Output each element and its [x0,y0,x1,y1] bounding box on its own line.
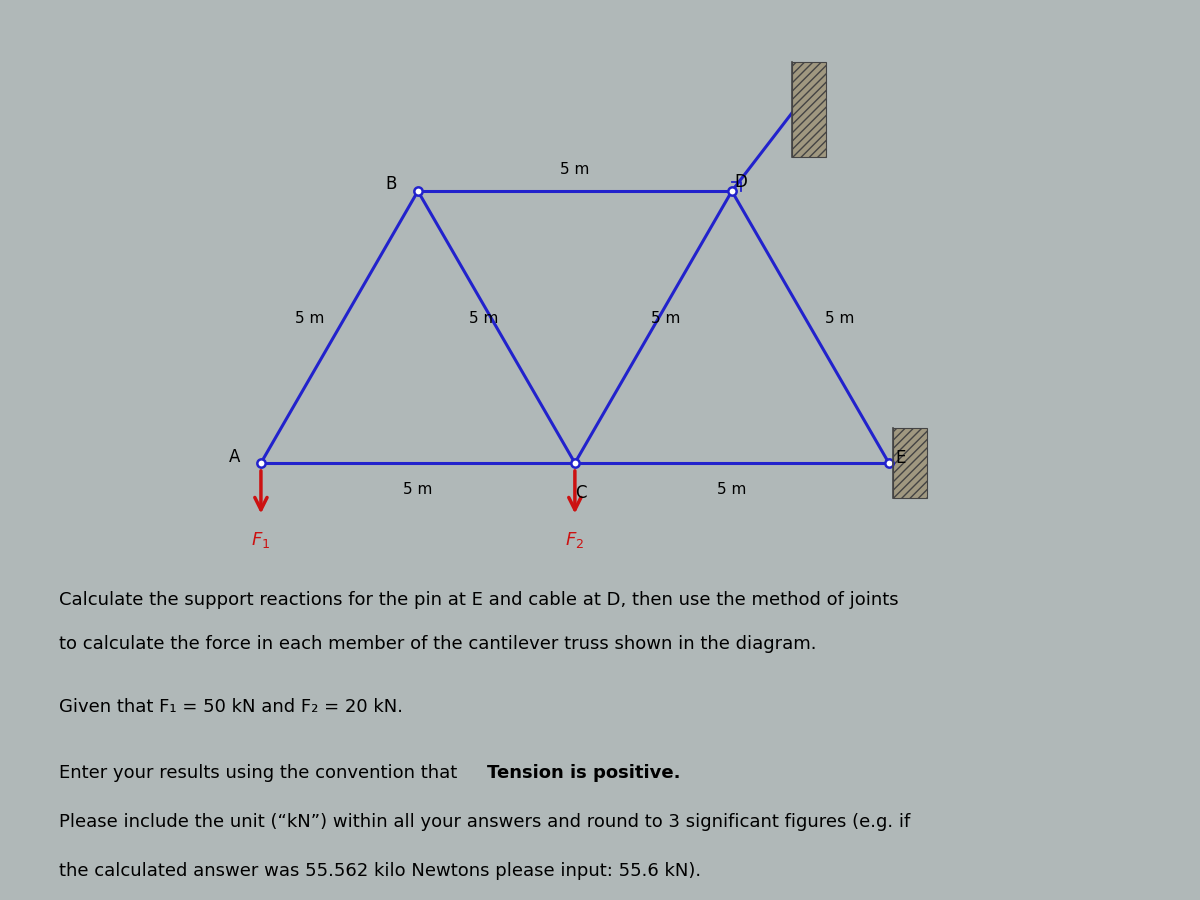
Text: Tension is positive.: Tension is positive. [487,764,680,782]
Text: 5 m: 5 m [826,311,854,326]
Text: D: D [734,173,748,191]
Text: E: E [895,449,905,467]
Bar [893,428,928,498]
Text: Calculate the support reactions for the pin at E and cable at D, then use the me: Calculate the support reactions for the … [59,591,899,609]
Bar [792,62,826,157]
Text: Please include the unit (“kN”) within all your answers and round to 3 significan: Please include the unit (“kN”) within al… [59,813,911,831]
Text: to calculate the force in each member of the cantilever truss shown in the diagr: to calculate the force in each member of… [59,635,816,653]
Text: Given that F₁ = 50 kN and F₂ = 20 kN.: Given that F₁ = 50 kN and F₂ = 20 kN. [59,698,403,716]
Text: $F_1$: $F_1$ [251,529,270,550]
Text: 5 m: 5 m [403,482,432,497]
Text: 5 m: 5 m [469,311,498,326]
Text: A: A [229,447,240,465]
Text: $F_2$: $F_2$ [565,529,584,550]
Text: 5 m: 5 m [295,311,324,326]
Text: 5 m: 5 m [718,482,746,497]
Text: C: C [576,484,587,502]
Text: B: B [386,175,397,193]
Text: 5 m: 5 m [652,311,680,326]
Text: 5 m: 5 m [560,162,589,176]
Text: Enter your results using the convention that: Enter your results using the convention … [59,764,463,782]
Text: the calculated answer was 55.562 kilo Newtons please input: 55.6 kN).: the calculated answer was 55.562 kilo Ne… [59,862,701,880]
